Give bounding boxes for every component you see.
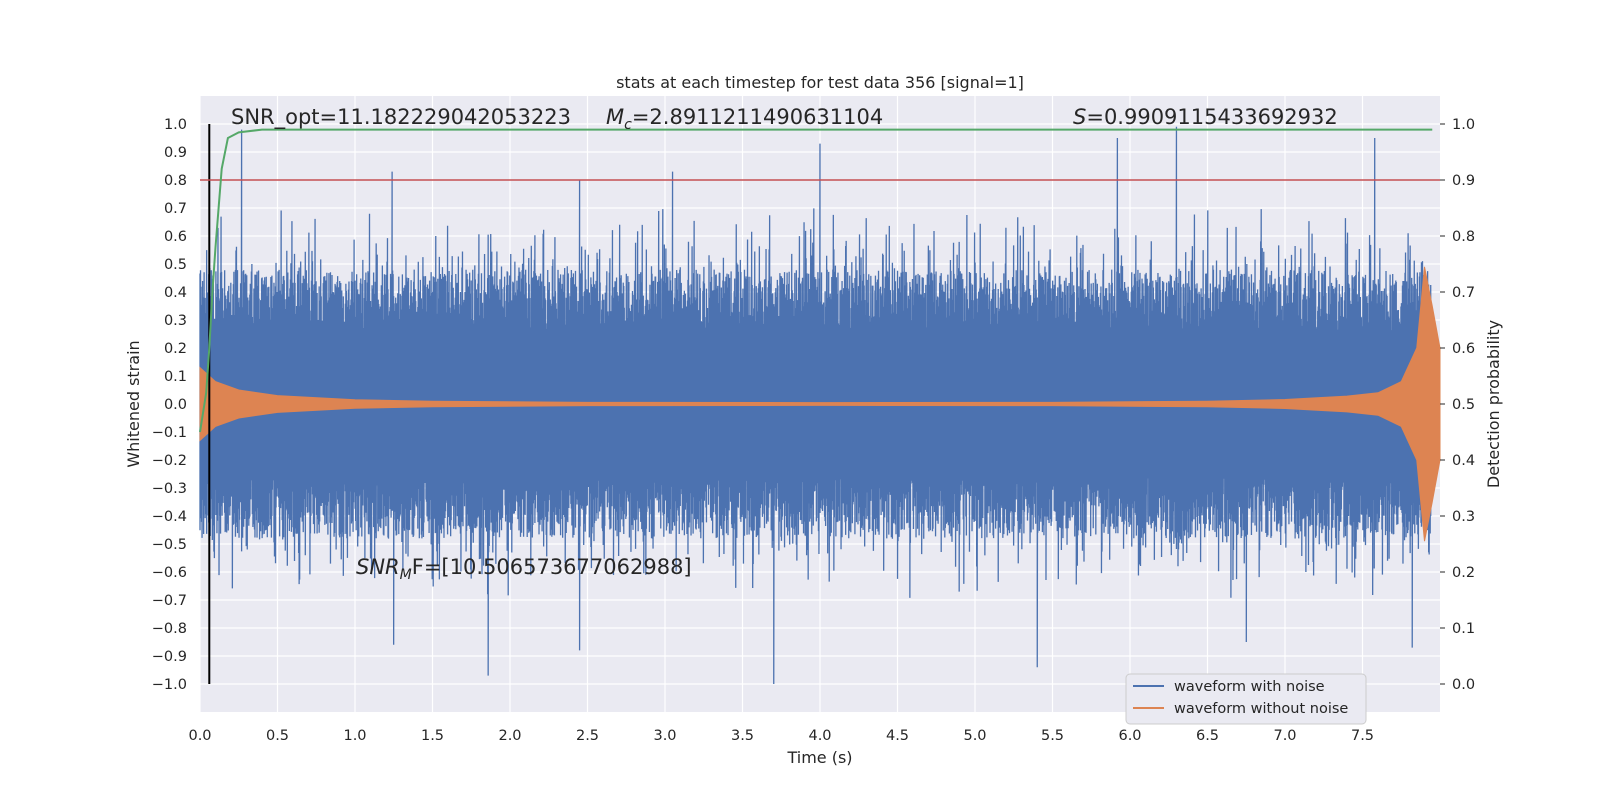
y-tick-label: −0.8 — [152, 621, 187, 637]
y-tick-label: −0.5 — [152, 537, 187, 553]
x-tick-label: 4.0 — [808, 728, 831, 744]
y-tick-label: −0.1 — [152, 425, 187, 441]
x-tick-label: 5.5 — [1041, 728, 1064, 744]
legend-label-clean: waveform without noise — [1174, 701, 1348, 717]
y-tick-label: 0.6 — [164, 229, 187, 245]
x-tick-label: 5.0 — [963, 728, 986, 744]
legend: waveform with noise waveform without noi… — [1125, 673, 1367, 725]
y-tick-label: 0.2 — [164, 341, 187, 357]
annotation-snr-opt: SNR_opt=11.182229042053223 — [231, 105, 571, 130]
y2-tick-label: 0.3 — [1452, 509, 1475, 525]
series-waveform-with-noise — [199, 126, 1433, 685]
y2-tick-label: 0.1 — [1452, 621, 1475, 637]
y-tick-label: 0.9 — [164, 145, 187, 161]
x-tick-label: 1.5 — [421, 728, 444, 744]
y2-tick-label: 0.7 — [1452, 285, 1475, 301]
x-tick-label: 1.0 — [343, 728, 366, 744]
y2-tick-label: 0.9 — [1452, 173, 1475, 189]
y-tick-label: 0.1 — [164, 369, 187, 385]
y2-tick-label: 0.6 — [1452, 341, 1475, 357]
y2-tick-label: 1.0 — [1452, 117, 1475, 133]
y-tick-label: −0.6 — [152, 565, 187, 581]
y-tick-label: 0.0 — [164, 397, 187, 413]
y2-tick-label: 0.8 — [1452, 229, 1475, 245]
y-tick-label: 0.3 — [164, 313, 187, 329]
y-axis-label: Whitened strain — [124, 340, 143, 467]
y-tick-label: 0.7 — [164, 201, 187, 217]
x-tick-label: 7.5 — [1351, 728, 1374, 744]
chart-title: stats at each timestep for test data 356… — [616, 73, 1024, 92]
x-tick-label: 3.0 — [653, 728, 676, 744]
y2-tick-label: 0.5 — [1452, 397, 1475, 413]
y-tick-label: −0.3 — [152, 481, 187, 497]
legend-label-noise: waveform with noise — [1174, 679, 1325, 695]
y-tick-label: 0.4 — [164, 285, 187, 301]
y-tick-label: 0.5 — [164, 257, 187, 273]
x-tick-label: 4.5 — [886, 728, 909, 744]
waveform-with-noise-line — [199, 126, 1433, 685]
y2-axis-label: Detection probability — [1484, 320, 1503, 488]
y-tick-label: −0.2 — [152, 453, 187, 469]
y-tick-label: 1.0 — [164, 117, 187, 133]
y-tick-label: −0.9 — [152, 649, 187, 665]
y-tick-label: −1.0 — [152, 677, 187, 693]
x-tick-label: 0.5 — [266, 728, 289, 744]
x-tick-label: 2.5 — [576, 728, 599, 744]
y-tick-label: 0.8 — [164, 173, 187, 189]
annotation-detection-score: S=0.9909115433692932 — [1073, 105, 1338, 129]
x-tick-label: 0.0 — [188, 728, 211, 744]
y2-tick-label: 0.2 — [1452, 565, 1475, 581]
y2-tick-label: 0.4 — [1452, 453, 1475, 469]
y-tick-label: −0.7 — [152, 593, 187, 609]
x-tick-label: 7.0 — [1273, 728, 1296, 744]
detection-probability-line — [199, 128, 1433, 433]
x-tick-label: 6.0 — [1118, 728, 1141, 744]
x-axis-label: Time (s) — [786, 748, 852, 767]
overlay-lines — [199, 124, 1440, 684]
legend-box — [1125, 673, 1367, 725]
annotation-chirp-mass: Mc=2.8911211490631104 — [606, 105, 883, 133]
annotation-snr-mf: SNRMF=[10.506573677062988] — [356, 555, 692, 583]
y-tick-label: −0.4 — [152, 509, 187, 525]
y2-tick-label: 0.0 — [1452, 677, 1475, 693]
x-tick-label: 3.5 — [731, 728, 754, 744]
x-tick-label: 2.0 — [498, 728, 521, 744]
x-tick-label: 6.5 — [1196, 728, 1219, 744]
tick-labels: 0.0 0.5 1.0 1.5 2.0 2.5 3.0 3.5 4.0 4.5 5.0 5.5 6.0 6… — [152, 117, 1475, 744]
